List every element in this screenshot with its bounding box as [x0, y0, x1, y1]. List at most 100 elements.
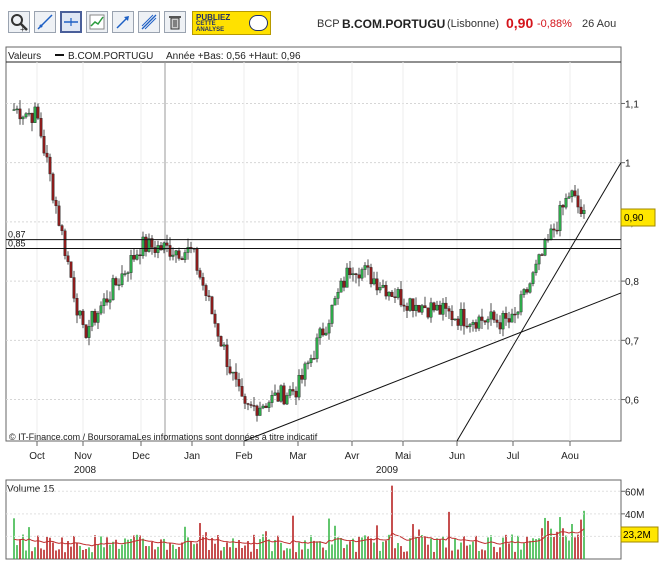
candle-down [66, 255, 70, 262]
candle-down [291, 389, 295, 392]
candle-down [243, 396, 247, 404]
candle-up [33, 106, 37, 123]
volume-bar-up [361, 537, 363, 559]
volume-bar-down [547, 520, 549, 559]
volume-bar-down [412, 524, 414, 559]
volume-bar-down [19, 539, 21, 559]
volume-bar-up [172, 544, 174, 559]
publiez-button[interactable]: PUBLIEZ CETTE ANALYSE [192, 11, 271, 35]
svg-text:+: + [20, 25, 25, 32]
volume-bar-up [346, 544, 348, 559]
volume-bar-down [205, 532, 207, 559]
volume-bar-up [583, 510, 585, 559]
candle-up [15, 108, 19, 111]
volume-bar-up [223, 546, 225, 559]
candle-up [12, 109, 16, 111]
volume-bar-up [28, 527, 30, 559]
candle-up [549, 228, 553, 240]
volume-bar-up [436, 538, 438, 559]
candle-down [348, 267, 352, 276]
volume-bar-down [49, 537, 51, 559]
trash-icon[interactable] [164, 11, 186, 33]
volume-bar-down [403, 551, 405, 559]
volume-bar-up [490, 535, 492, 559]
candle-down [480, 316, 484, 321]
volume-bar-up [25, 550, 27, 559]
current-price: 0,90 [506, 15, 534, 31]
volume-bar-down [292, 515, 294, 559]
security-name: B.COM.PORTUGU [342, 17, 446, 31]
candle-up [231, 371, 235, 374]
volume-bar-up [268, 539, 270, 559]
cursor-tool-icon[interactable] [60, 11, 82, 33]
candle-up [141, 236, 145, 257]
candle-up [333, 298, 337, 306]
volume-bar-up [487, 537, 489, 559]
candle-down [225, 344, 229, 367]
x-tick-label: Feb [235, 451, 253, 462]
volume-bar-up [127, 539, 129, 559]
candle-down [213, 313, 217, 324]
candle-down [237, 379, 241, 387]
volume-bar-up [364, 535, 366, 559]
analyse-label: ANALYSE [196, 27, 225, 33]
volume-bar-down [181, 542, 183, 559]
volume-bar-down [166, 549, 168, 559]
speech-bubble-icon [249, 15, 268, 31]
x-tick-label: Mar [289, 451, 307, 462]
volume-bar-down [295, 552, 297, 559]
candle-down [342, 280, 346, 288]
volume-bar-up [289, 548, 291, 559]
volume-bar-up [307, 548, 309, 559]
volume-bar-down [394, 548, 396, 559]
fibonacci-icon[interactable] [138, 11, 160, 33]
candle-down [201, 277, 205, 286]
zoom-icon[interactable]: + [8, 11, 30, 33]
x-tick-label: Jan [184, 451, 200, 462]
candle-down [144, 236, 148, 252]
candle-up [489, 311, 493, 320]
candle-up [345, 267, 349, 288]
candle-down [369, 267, 373, 285]
indicator-icon[interactable] [86, 11, 108, 33]
candle-down [51, 173, 55, 201]
candle-up [453, 318, 457, 321]
volume-bar-down [235, 547, 237, 559]
x-tick-label: Dec [132, 451, 150, 462]
line-tool-icon[interactable] [34, 11, 56, 33]
candle-down [228, 366, 232, 374]
arrow-tool-icon[interactable] [112, 11, 134, 33]
volume-bar-up [319, 541, 321, 559]
volume-bar-up [517, 535, 519, 559]
quote-date: 26 Aou [582, 18, 617, 30]
candle-up [135, 254, 139, 260]
candle-up [459, 308, 463, 326]
volume-bar-up [13, 518, 15, 559]
volume-bar-down [214, 543, 216, 559]
candle-up [516, 311, 520, 315]
volume-bar-down [376, 525, 378, 559]
y-tick-label: 1 [625, 159, 631, 170]
volume-bar-down [556, 531, 558, 559]
volume-bar-down [484, 550, 486, 559]
volume-bar-up [421, 535, 423, 559]
candle-down [384, 284, 388, 297]
candle-down [513, 313, 517, 316]
candle-up [360, 269, 364, 279]
volume-bar-up [286, 548, 288, 559]
volume-bar-down [76, 542, 78, 559]
candle-down [375, 278, 379, 291]
candle-down [426, 307, 430, 318]
candle-up [372, 278, 376, 285]
volume-bar-up [79, 545, 81, 559]
volume-bar-up [262, 534, 264, 559]
candle-down [150, 238, 154, 248]
candle-up [303, 363, 307, 380]
volume-bar-down [70, 546, 72, 559]
candle-down [366, 265, 370, 268]
volume-bar-down [391, 485, 393, 559]
volume-bar-down [514, 551, 516, 559]
price-change: -0,88% [537, 18, 572, 30]
volume-bar-up [184, 526, 186, 559]
volume-bar-up [565, 535, 567, 559]
